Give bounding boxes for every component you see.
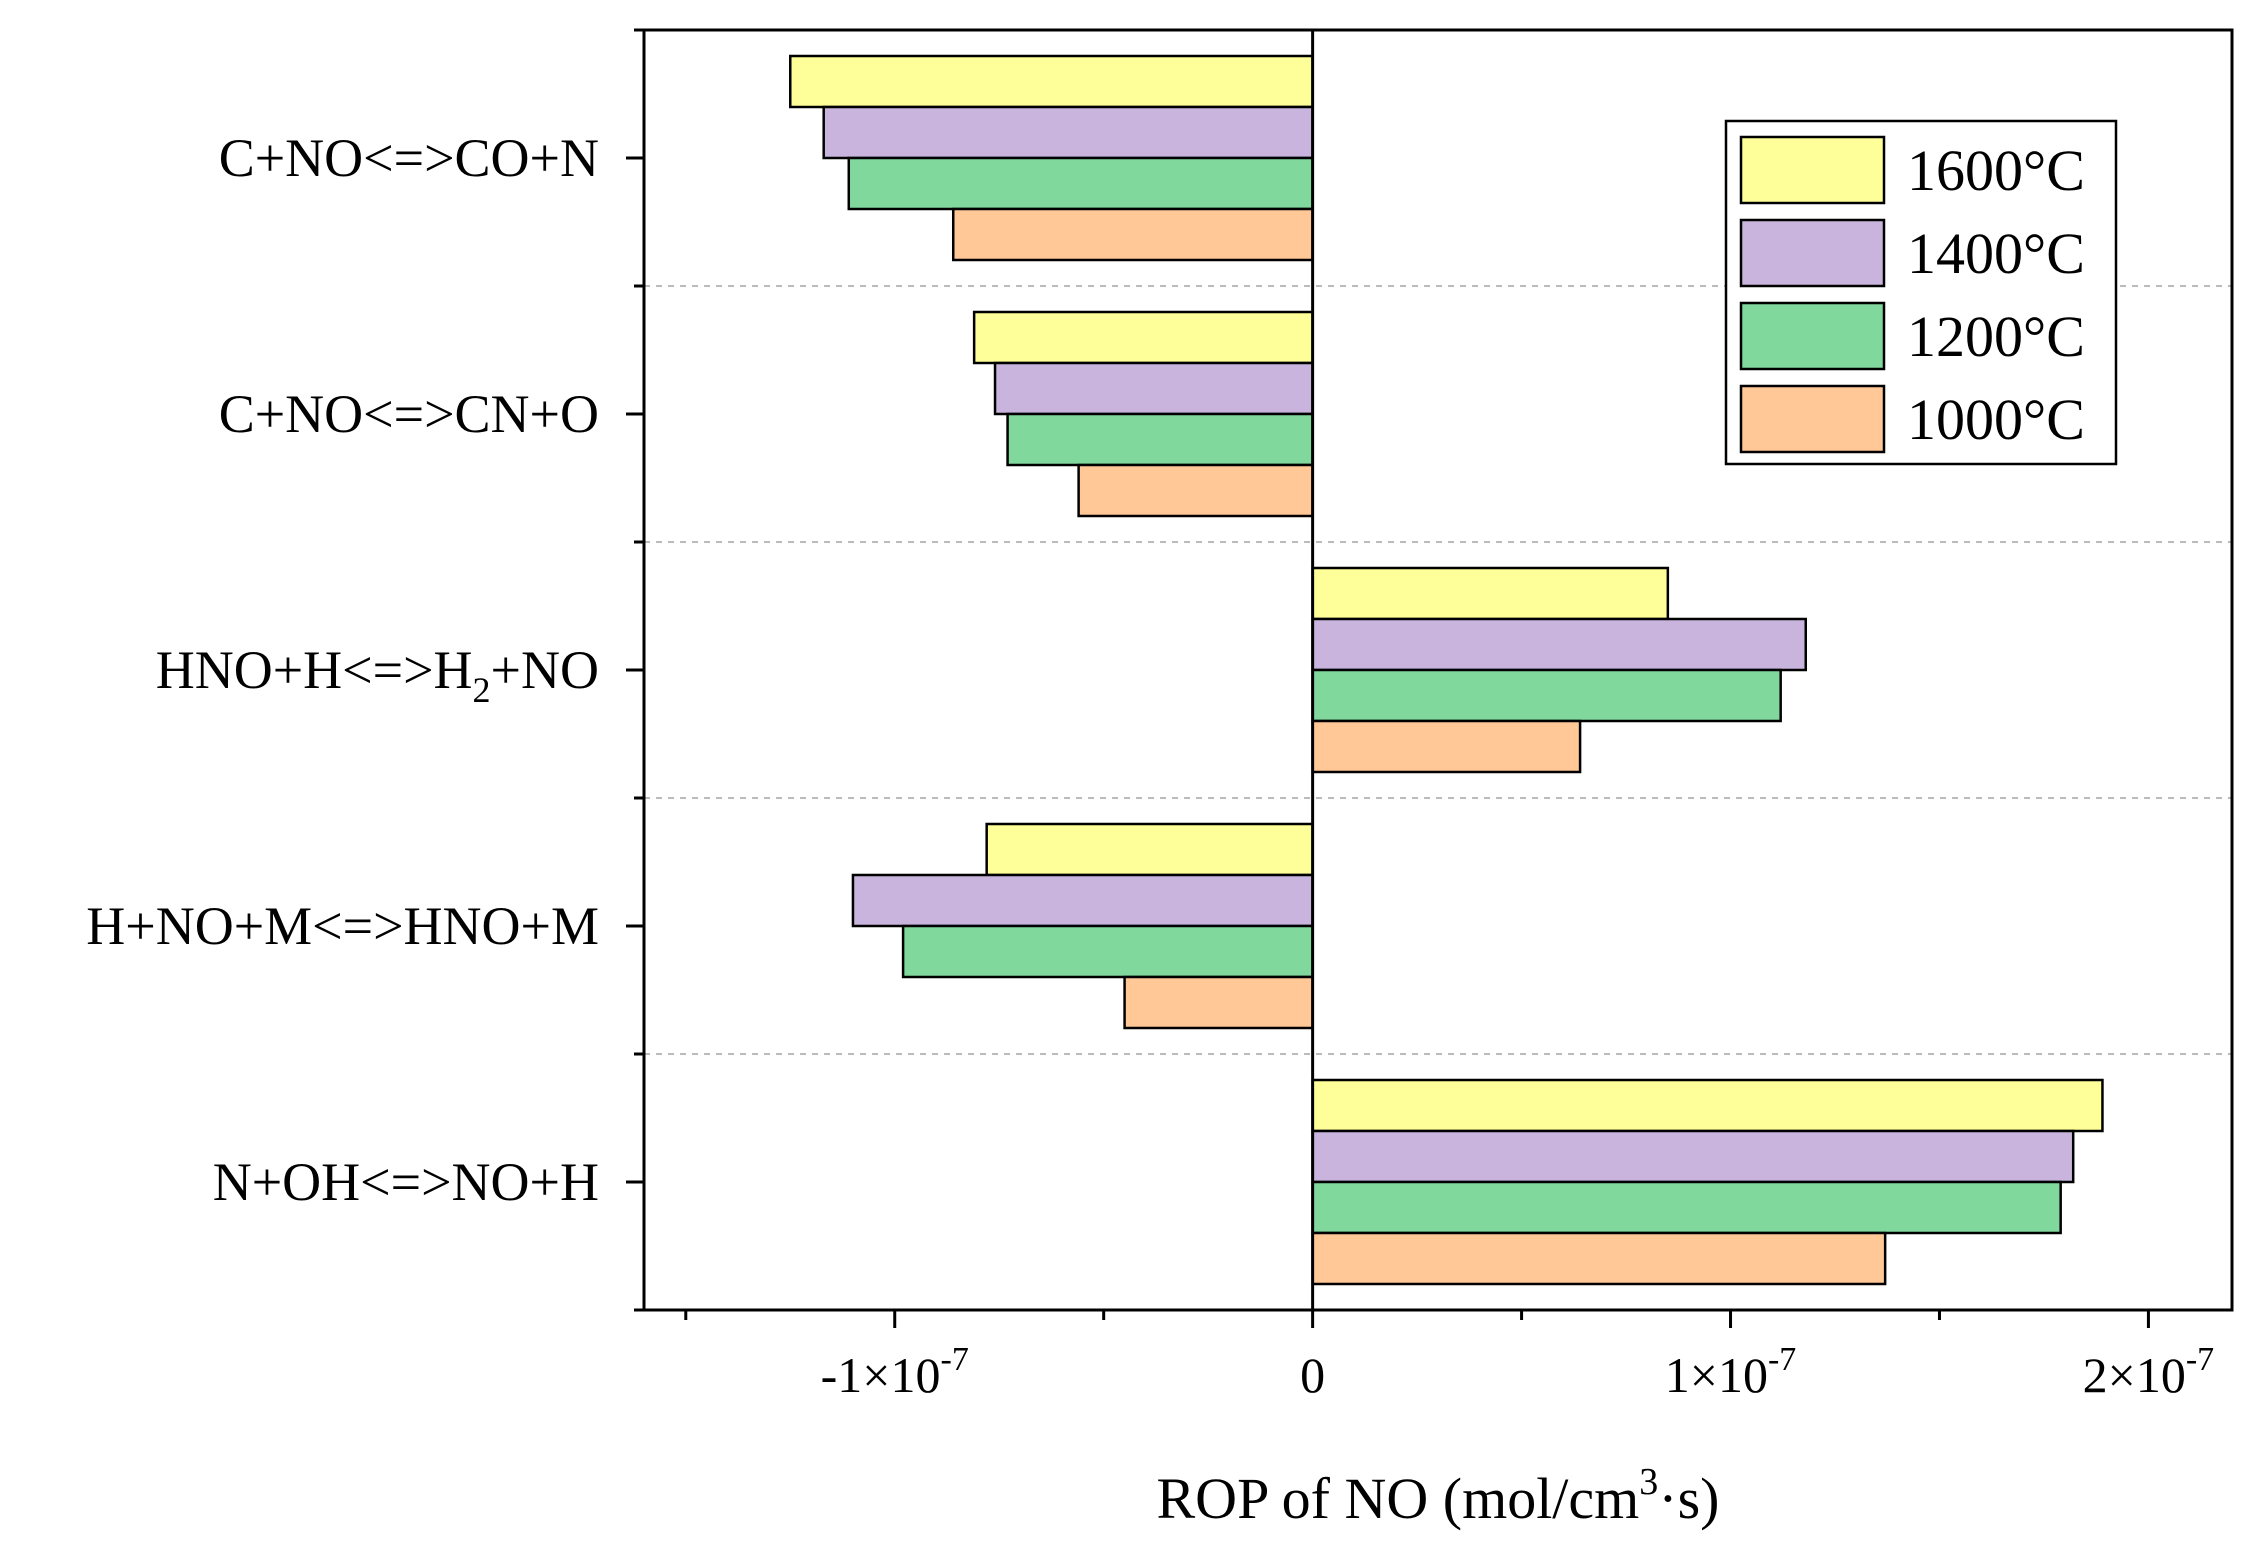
category-text: C+NO<=>CO+N: [219, 128, 599, 188]
bar-1-3: [1077, 463, 1314, 518]
legend: 1600°C 1400°C 1200°C 1000°C: [1724, 119, 2118, 466]
category-text: +NO: [491, 640, 599, 700]
bar-4-3: [1311, 1231, 1887, 1286]
category-text: C+NO<=>CN+O: [219, 384, 599, 444]
category-subscript: 2: [473, 670, 491, 710]
category-text: H+NO+M<=>HNO+M: [86, 896, 599, 956]
bar-4-2: [1311, 1180, 2062, 1235]
x-tick-exponent: -7: [941, 1341, 969, 1378]
legend-swatch-0: [1739, 135, 1886, 205]
x-tick-label: 2×10-7: [2083, 1341, 2215, 1403]
bar-3-0: [985, 822, 1314, 877]
legend-swatch-2: [1739, 301, 1886, 371]
legend-swatch-1: [1739, 218, 1886, 288]
bar-1-0: [972, 310, 1314, 365]
x-tick-label: 0: [1300, 1347, 1325, 1403]
legend-label-3: 1000°C: [1907, 387, 2085, 452]
bar-2-3: [1311, 719, 1582, 774]
legend-label-0: 1600°C: [1907, 138, 2085, 203]
x-tick-exponent: -7: [1768, 1341, 1796, 1378]
bar-series: [789, 54, 2104, 1286]
x-tick-mantissa: 0: [1300, 1347, 1325, 1403]
bar-4-0: [1311, 1078, 2104, 1133]
x-axis-title-prefix: ROP of NO (mol/cm: [1157, 1466, 1640, 1531]
bar-0-0: [789, 54, 1314, 109]
category-text: HNO+H<=>H: [156, 640, 473, 700]
axis-labels: -1×10-7 0 1×10-7 2×10-7C+NO<=>CO+NC+NO<=>CN…: [86, 128, 2214, 1531]
bar-3-3: [1123, 975, 1314, 1030]
x-tick-label: 1×10-7: [1665, 1341, 1797, 1403]
y-category-label: HNO+H<=>H2+NO: [156, 640, 599, 710]
x-tick-label: -1×10-7: [821, 1341, 969, 1403]
x-tick-mantissa: 2×10: [2083, 1347, 2186, 1403]
y-category-label: C+NO<=>CN+O: [219, 384, 599, 444]
y-category-label: N+OH<=>NO+H: [213, 1152, 599, 1212]
bar-0-3: [951, 207, 1314, 262]
bar-2-2: [1311, 668, 1782, 723]
x-tick-exponent: -7: [2186, 1341, 2214, 1378]
x-tick-mantissa: -1×10: [821, 1347, 941, 1403]
bar-2-1: [1311, 617, 1807, 672]
x-axis-title-suffix: ·s): [1658, 1466, 1719, 1531]
bar-3-1: [851, 873, 1314, 928]
bar-4-1: [1311, 1129, 2075, 1184]
y-category-label: C+NO<=>CO+N: [219, 128, 599, 188]
x-axis-title-sup: 3: [1639, 1461, 1658, 1503]
bar-1-2: [1006, 412, 1314, 467]
y-category-label: H+NO+M<=>HNO+M: [86, 896, 599, 956]
bar-3-2: [901, 924, 1314, 979]
bar-2-0: [1311, 566, 1670, 621]
bar-0-2: [847, 156, 1314, 211]
legend-swatch-3: [1739, 384, 1886, 454]
x-tick-mantissa: 1×10: [1665, 1347, 1768, 1403]
bar-0-1: [822, 105, 1314, 160]
category-text: N+OH<=>NO+H: [213, 1152, 599, 1212]
bar-1-1: [993, 361, 1314, 416]
legend-label-2: 1200°C: [1907, 304, 2085, 369]
axes: [626, 28, 2234, 1328]
legend-label-1: 1400°C: [1907, 221, 2085, 286]
x-axis-title: ROP of NO (mol/cm3·s): [1157, 1461, 1720, 1531]
